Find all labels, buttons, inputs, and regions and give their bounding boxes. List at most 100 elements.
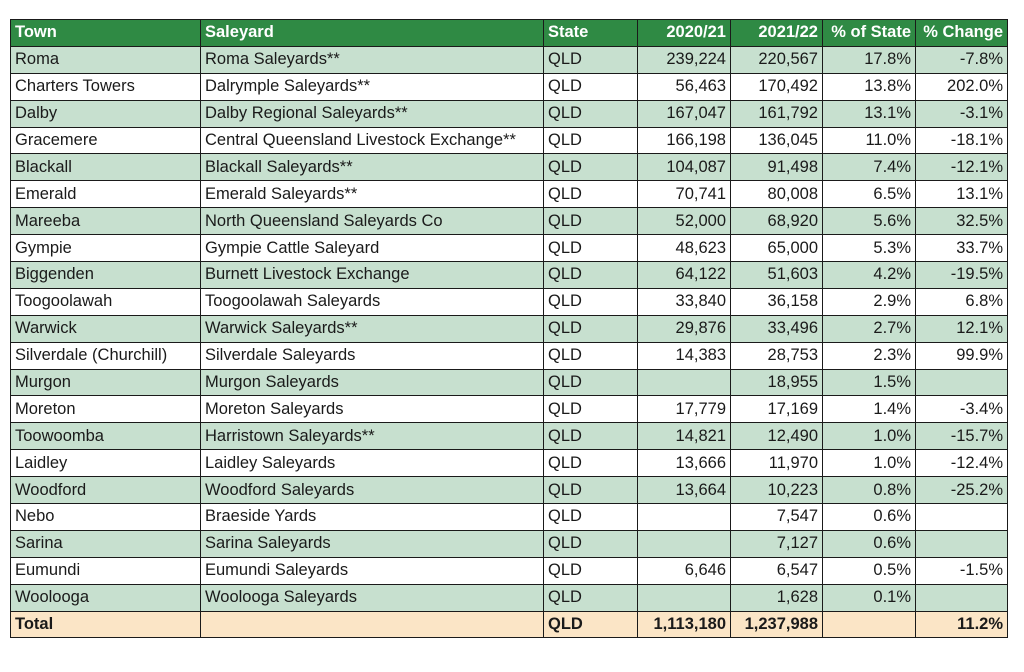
- percent-change-cell: -1.5%: [915, 556, 1008, 585]
- table-row: Dalby Dalby Regional Saleyards** QLD 167,04…: [10, 99, 1008, 128]
- value-2021-22-cell: 7,547: [730, 503, 823, 531]
- saleyard-cell: Dalrymple Saleyards**: [200, 72, 544, 101]
- percent-change-cell: -7.8%: [915, 45, 1008, 74]
- table-row: Gympie Gympie Cattle Saleyard QLD 48,623 65,…: [10, 234, 1008, 263]
- state-cell: QLD: [543, 368, 638, 397]
- value-2021-22-cell: 65,000: [730, 234, 823, 263]
- saleyard-cell: Toogoolawah Saleyards: [200, 287, 544, 316]
- value-2020-21-cell: 6,646: [637, 556, 731, 585]
- table-row: Murgon Murgon Saleyards QLD 18,955 1.5%: [10, 368, 1008, 397]
- value-2020-21-cell: 33,840: [637, 287, 731, 316]
- value-2020-21-cell: 13,664: [637, 476, 731, 505]
- percent-of-state-cell: 7.4%: [822, 153, 916, 182]
- value-2021-22-cell: 136,045: [730, 126, 823, 155]
- town-cell: Nebo: [10, 503, 201, 531]
- value-2020-21-cell: 56,463: [637, 72, 731, 101]
- percent-of-state-cell: 0.6%: [822, 503, 916, 531]
- state-cell: QLD: [543, 207, 638, 236]
- value-2020-21-cell: [637, 503, 731, 531]
- state-cell: QLD: [543, 153, 638, 182]
- value-2020-21-cell: [637, 583, 731, 612]
- town-cell: Laidley: [10, 449, 201, 478]
- value-2020-21-cell: 14,821: [637, 422, 731, 451]
- total-row: Total QLD 1,113,180 1,237,988 11.2%: [10, 610, 1008, 639]
- value-2021-22-cell: 11,970: [730, 449, 823, 478]
- percent-change-cell: [915, 583, 1008, 612]
- town-cell: Roma: [10, 45, 201, 74]
- value-2021-22-cell: 80,008: [730, 180, 823, 209]
- percent-of-state-cell: 0.8%: [822, 476, 916, 505]
- percent-change-cell: -12.1%: [915, 153, 1008, 182]
- percent-change-cell: [915, 503, 1008, 531]
- town-cell: Toogoolawah: [10, 287, 201, 316]
- total-2021-22: 1,237,988: [730, 610, 823, 639]
- value-2021-22-cell: 51,603: [730, 261, 823, 289]
- saleyard-cell: Dalby Regional Saleyards**: [200, 99, 544, 128]
- percent-change-cell: -15.7%: [915, 422, 1008, 451]
- percent-of-state-cell: 0.6%: [822, 529, 916, 558]
- value-2020-21-cell: [637, 368, 731, 397]
- value-2021-22-cell: 6,547: [730, 556, 823, 585]
- percent-of-state-cell: 1.5%: [822, 368, 916, 397]
- percent-of-state-cell: 2.7%: [822, 314, 916, 343]
- value-2021-22-cell: 68,920: [730, 207, 823, 236]
- percent-of-state-cell: 2.9%: [822, 287, 916, 316]
- table-row: Gracemere Central Queensland Livestock Ex…: [10, 126, 1008, 155]
- column-header-percent-change: % Change: [915, 19, 1008, 47]
- total-2020-21: 1,113,180: [637, 610, 731, 639]
- percent-change-cell: -25.2%: [915, 476, 1008, 505]
- town-cell: Dalby: [10, 99, 201, 128]
- total-percent-change: 11.2%: [915, 610, 1008, 639]
- percent-change-cell: 32.5%: [915, 207, 1008, 236]
- state-cell: QLD: [543, 45, 638, 74]
- town-cell: Emerald: [10, 180, 201, 209]
- percent-of-state-cell: 11.0%: [822, 126, 916, 155]
- percent-change-cell: 33.7%: [915, 234, 1008, 263]
- percent-change-cell: 99.9%: [915, 341, 1008, 370]
- percent-change-cell: 12.1%: [915, 314, 1008, 343]
- percent-of-state-cell: 5.3%: [822, 234, 916, 263]
- town-cell: Silverdale (Churchill): [10, 341, 201, 370]
- saleyards-table: Town Saleyard State 2020/21 2021/22 % of…: [10, 19, 1008, 639]
- state-cell: QLD: [543, 422, 638, 451]
- value-2021-22-cell: 17,169: [730, 395, 823, 424]
- percent-of-state-cell: 1.4%: [822, 395, 916, 424]
- table-row: Silverdale (Churchill) Silverdale Saleyar…: [10, 341, 1008, 370]
- table-row: Moreton Moreton Saleyards QLD 17,779 17,169 1…: [10, 395, 1008, 424]
- table-row: Nebo Braeside Yards QLD 7,547 0.6%: [10, 503, 1008, 531]
- value-2020-21-cell: 70,741: [637, 180, 731, 209]
- table-row: Charters Towers Dalrymple Saleyards** QLD 5…: [10, 72, 1008, 101]
- value-2021-22-cell: 18,955: [730, 368, 823, 397]
- value-2021-22-cell: 28,753: [730, 341, 823, 370]
- percent-change-cell: 202.0%: [915, 72, 1008, 101]
- value-2020-21-cell: [637, 529, 731, 558]
- state-cell: QLD: [543, 314, 638, 343]
- town-cell: Murgon: [10, 368, 201, 397]
- state-cell: QLD: [543, 556, 638, 585]
- value-2020-21-cell: 104,087: [637, 153, 731, 182]
- value-2021-22-cell: 161,792: [730, 99, 823, 128]
- table-row: Sarina Sarina Saleyards QLD 7,127 0.6%: [10, 529, 1008, 558]
- state-cell: QLD: [543, 99, 638, 128]
- state-cell: QLD: [543, 583, 638, 612]
- state-cell: QLD: [543, 261, 638, 289]
- state-cell: QLD: [543, 126, 638, 155]
- saleyard-cell: Roma Saleyards**: [200, 45, 544, 74]
- saleyard-cell: Gympie Cattle Saleyard: [200, 234, 544, 263]
- header-row: Town Saleyard State 2020/21 2021/22 % of…: [10, 19, 1008, 47]
- column-header-saleyard: Saleyard: [200, 19, 544, 47]
- town-cell: Biggenden: [10, 261, 201, 289]
- percent-change-cell: [915, 368, 1008, 397]
- percent-of-state-cell: 0.1%: [822, 583, 916, 612]
- saleyard-cell: Laidley Saleyards: [200, 449, 544, 478]
- value-2020-21-cell: 167,047: [637, 99, 731, 128]
- percent-of-state-cell: 5.6%: [822, 207, 916, 236]
- percent-of-state-cell: 2.3%: [822, 341, 916, 370]
- table-row: Eumundi Eumundi Saleyards QLD 6,646 6,547 0.5…: [10, 556, 1008, 585]
- value-2021-22-cell: 1,628: [730, 583, 823, 612]
- percent-of-state-cell: 1.0%: [822, 449, 916, 478]
- town-cell: Toowoomba: [10, 422, 201, 451]
- table-row: Laidley Laidley Saleyards QLD 13,666 11,970 1…: [10, 449, 1008, 478]
- table-row: Mareeba North Queensland Saleyards Co QLD 5…: [10, 207, 1008, 236]
- saleyard-cell: Silverdale Saleyards: [200, 341, 544, 370]
